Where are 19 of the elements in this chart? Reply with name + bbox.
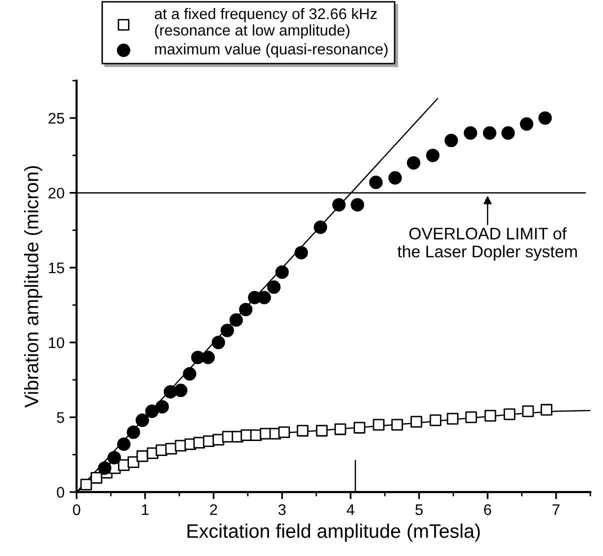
x-tick-label: 4 [346,504,354,515]
x-tick-label: 6 [484,504,492,516]
x-tick-label: 2 [210,504,218,515]
x-tick-label: 0 [72,504,80,516]
annotation: OVERLOAD LIMIT of the Laser Dopler system [398,227,577,261]
y-tick-label: 20 [48,188,64,199]
y-axis-title: Vibration amplitude (micron) [24,166,42,408]
y-tick-label: 25 [48,112,64,124]
x-tick-label: 7 [552,504,560,515]
legend-label: at a fixed frequency of 32.66 kHz (resonance at low amplitude) [154,8,377,39]
x-tick-label: 3 [278,504,286,516]
y-tick-label: 5 [56,412,64,423]
y-tick-label: 15 [48,262,64,274]
legend-label: maximum value (quasi-resonance) [155,43,388,58]
x-tick-label: 5 [415,504,423,516]
x-tick-label: 1 [142,504,149,515]
y-tick-label: 10 [48,337,64,348]
x-axis-title: Excitation field amplitude (mTesla) [188,524,480,542]
y-tick-label: 0 [56,486,64,498]
